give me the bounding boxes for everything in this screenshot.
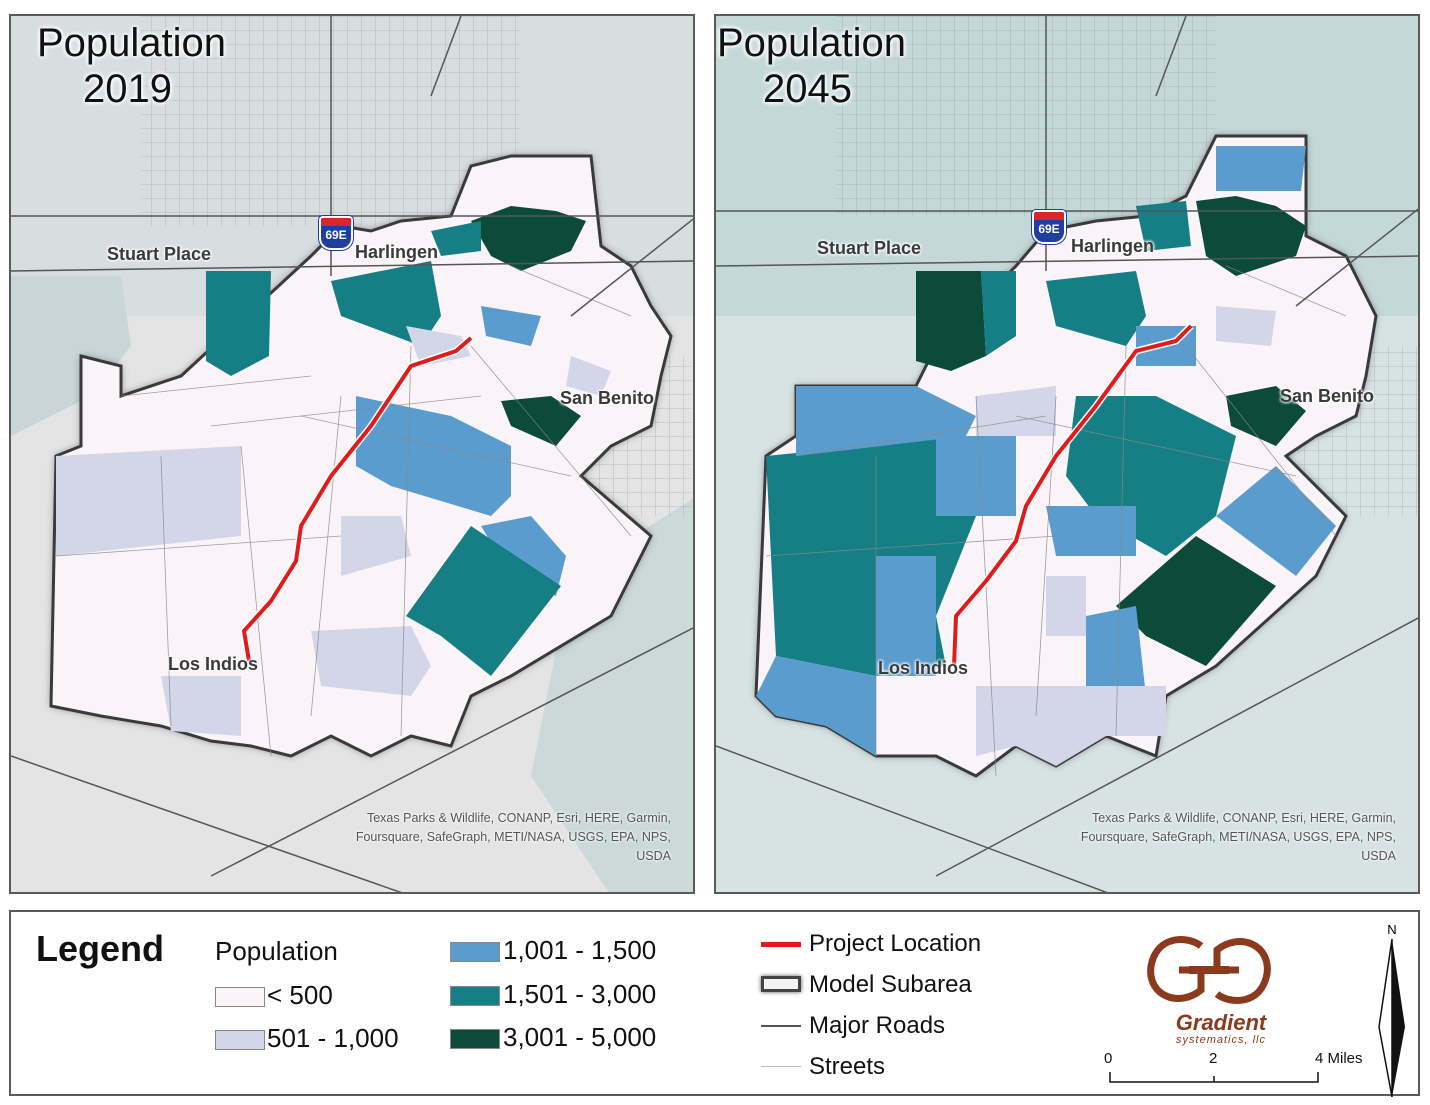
map-title: Population 2045 bbox=[717, 20, 906, 112]
streets-symbol bbox=[761, 1066, 801, 1067]
major-roads-symbol bbox=[761, 1025, 801, 1027]
label-los-indios: Los Indios bbox=[878, 658, 968, 678]
population-heading: Population bbox=[215, 936, 338, 966]
legend-panel: Legend Population < 500 501 - 1,000 1,00… bbox=[9, 910, 1420, 1098]
map-2019-canvas bbox=[11, 16, 693, 892]
class-label-1001-1500: 1,001 - 1,500 bbox=[503, 935, 657, 965]
map-attribution: Texas Parks & Wildlife, CONANP, Esri, HE… bbox=[1080, 811, 1396, 863]
north-arrow-icon bbox=[1378, 938, 1405, 1098]
swatch-501-1000 bbox=[215, 1030, 265, 1050]
label-harlingen: Harlingen bbox=[355, 242, 439, 262]
map-2045-canvas bbox=[716, 16, 1418, 892]
project-location-label: Project Location bbox=[809, 930, 982, 957]
map-2045: Population 2045 69E Stuart Place Harling… bbox=[714, 14, 1420, 894]
map-title: Population 2019 bbox=[37, 20, 226, 112]
map-attribution: Texas Parks & Wildlife, CONANP, Esri, HE… bbox=[355, 811, 671, 863]
gradient-logo-icon bbox=[1147, 936, 1271, 1004]
class-label-501-1000: 501 - 1,000 bbox=[267, 1023, 399, 1053]
map-2019: Population 2019 69E Stuart Place Harling… bbox=[9, 14, 695, 894]
class-label-1501-3000: 1,501 - 3,000 bbox=[503, 979, 657, 1009]
map-title-line1: Population bbox=[37, 21, 227, 65]
shield-label: 69E bbox=[325, 228, 347, 242]
label-stuart-place: Stuart Place bbox=[107, 244, 212, 264]
swatch-1501-3000 bbox=[450, 986, 500, 1006]
major-roads-label: Major Roads bbox=[809, 1012, 946, 1039]
map-title-line2: 2019 bbox=[83, 67, 172, 111]
label-san-benito: San Benito bbox=[1280, 386, 1375, 406]
swatch-under-500 bbox=[215, 987, 265, 1007]
label-harlingen: Harlingen bbox=[1071, 236, 1155, 256]
legend-title: Legend bbox=[36, 928, 165, 969]
class-label-under-500: < 500 bbox=[267, 980, 333, 1010]
label-stuart-place: Stuart Place bbox=[817, 238, 922, 258]
north-label: N bbox=[1387, 922, 1397, 937]
label-los-indios: Los Indios bbox=[168, 654, 258, 674]
interstate-69e-shield: 69E bbox=[1032, 210, 1066, 244]
model-subarea-label: Model Subarea bbox=[809, 971, 972, 998]
class-label-3001-5000: 3,001 - 5,000 bbox=[503, 1022, 657, 1052]
swatch-1001-1500 bbox=[450, 942, 500, 962]
scale-tick-2: 2 bbox=[1209, 1050, 1218, 1067]
label-san-benito: San Benito bbox=[560, 388, 655, 408]
interstate-69e-shield: 69E bbox=[319, 216, 353, 250]
model-subarea-symbol bbox=[761, 976, 801, 992]
streets-label: Streets bbox=[809, 1053, 886, 1080]
logo-subtitle: systematics, llc bbox=[1176, 1034, 1266, 1046]
map-title-line2: 2045 bbox=[763, 67, 852, 111]
north-arrow: N bbox=[1377, 922, 1407, 1102]
swatch-3001-5000 bbox=[450, 1029, 500, 1049]
scale-tick-4: 4 Miles bbox=[1315, 1050, 1363, 1067]
logo-name: Gradient bbox=[1175, 1010, 1267, 1035]
scale-bar bbox=[1109, 1072, 1319, 1083]
map-title-line1: Population bbox=[717, 21, 907, 65]
shield-label: 69E bbox=[1038, 222, 1060, 236]
scale-tick-0: 0 bbox=[1104, 1050, 1113, 1067]
project-location-symbol bbox=[761, 942, 801, 947]
